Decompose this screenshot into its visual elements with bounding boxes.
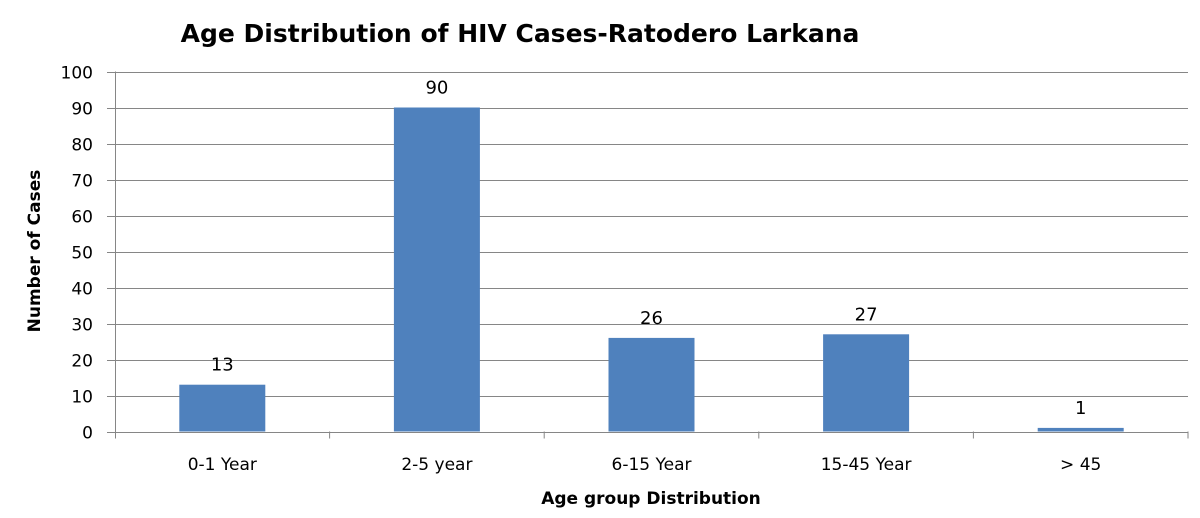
y-axis-ticks: 0 10 20 30 40 50 60 70 80 90 100 [61,64,93,444]
x-axis-ticks: 0-1 Year 2-5 year 6-15 Year 15-45 Year > 45 [188,431,1189,475]
chart-title: Age Distribution of HIV Cases-Ratodero L… [181,19,860,48]
bar [823,334,910,432]
x-tick-label: 6-15 Year [612,455,692,475]
y-tick-label: 50 [71,244,93,264]
bar [393,107,480,432]
bar [608,337,695,432]
gridlines [107,71,1188,439]
y-tick-label: 40 [71,280,93,300]
y-tick-label: 30 [71,316,93,336]
data-label: 27 [855,304,878,325]
y-tick-label: 80 [71,136,93,156]
x-tick-label: 0-1 Year [188,455,257,475]
bar [1037,427,1124,432]
y-tick-label: 90 [71,100,93,120]
y-tick-label: 100 [61,64,93,84]
x-tick-label: 2-5 year [401,455,472,475]
bar [179,384,266,432]
data-label: 1 [1075,398,1086,419]
y-tick-label: 60 [71,208,93,228]
bars: 13 90 26 27 1 [179,78,1124,432]
x-tick-label: > 45 [1060,455,1101,475]
data-label: 90 [425,78,448,99]
y-tick-label: 20 [71,352,93,372]
y-tick-label: 0 [82,424,93,444]
y-tick-label: 70 [71,172,93,192]
y-tick-label: 10 [71,388,93,408]
x-axis-label: Age group Distribution [541,489,761,509]
y-axis-label: Number of Cases [25,170,45,333]
data-label: 13 [211,355,234,376]
data-label: 26 [640,308,663,329]
x-tick-label: 15-45 Year [821,455,912,475]
